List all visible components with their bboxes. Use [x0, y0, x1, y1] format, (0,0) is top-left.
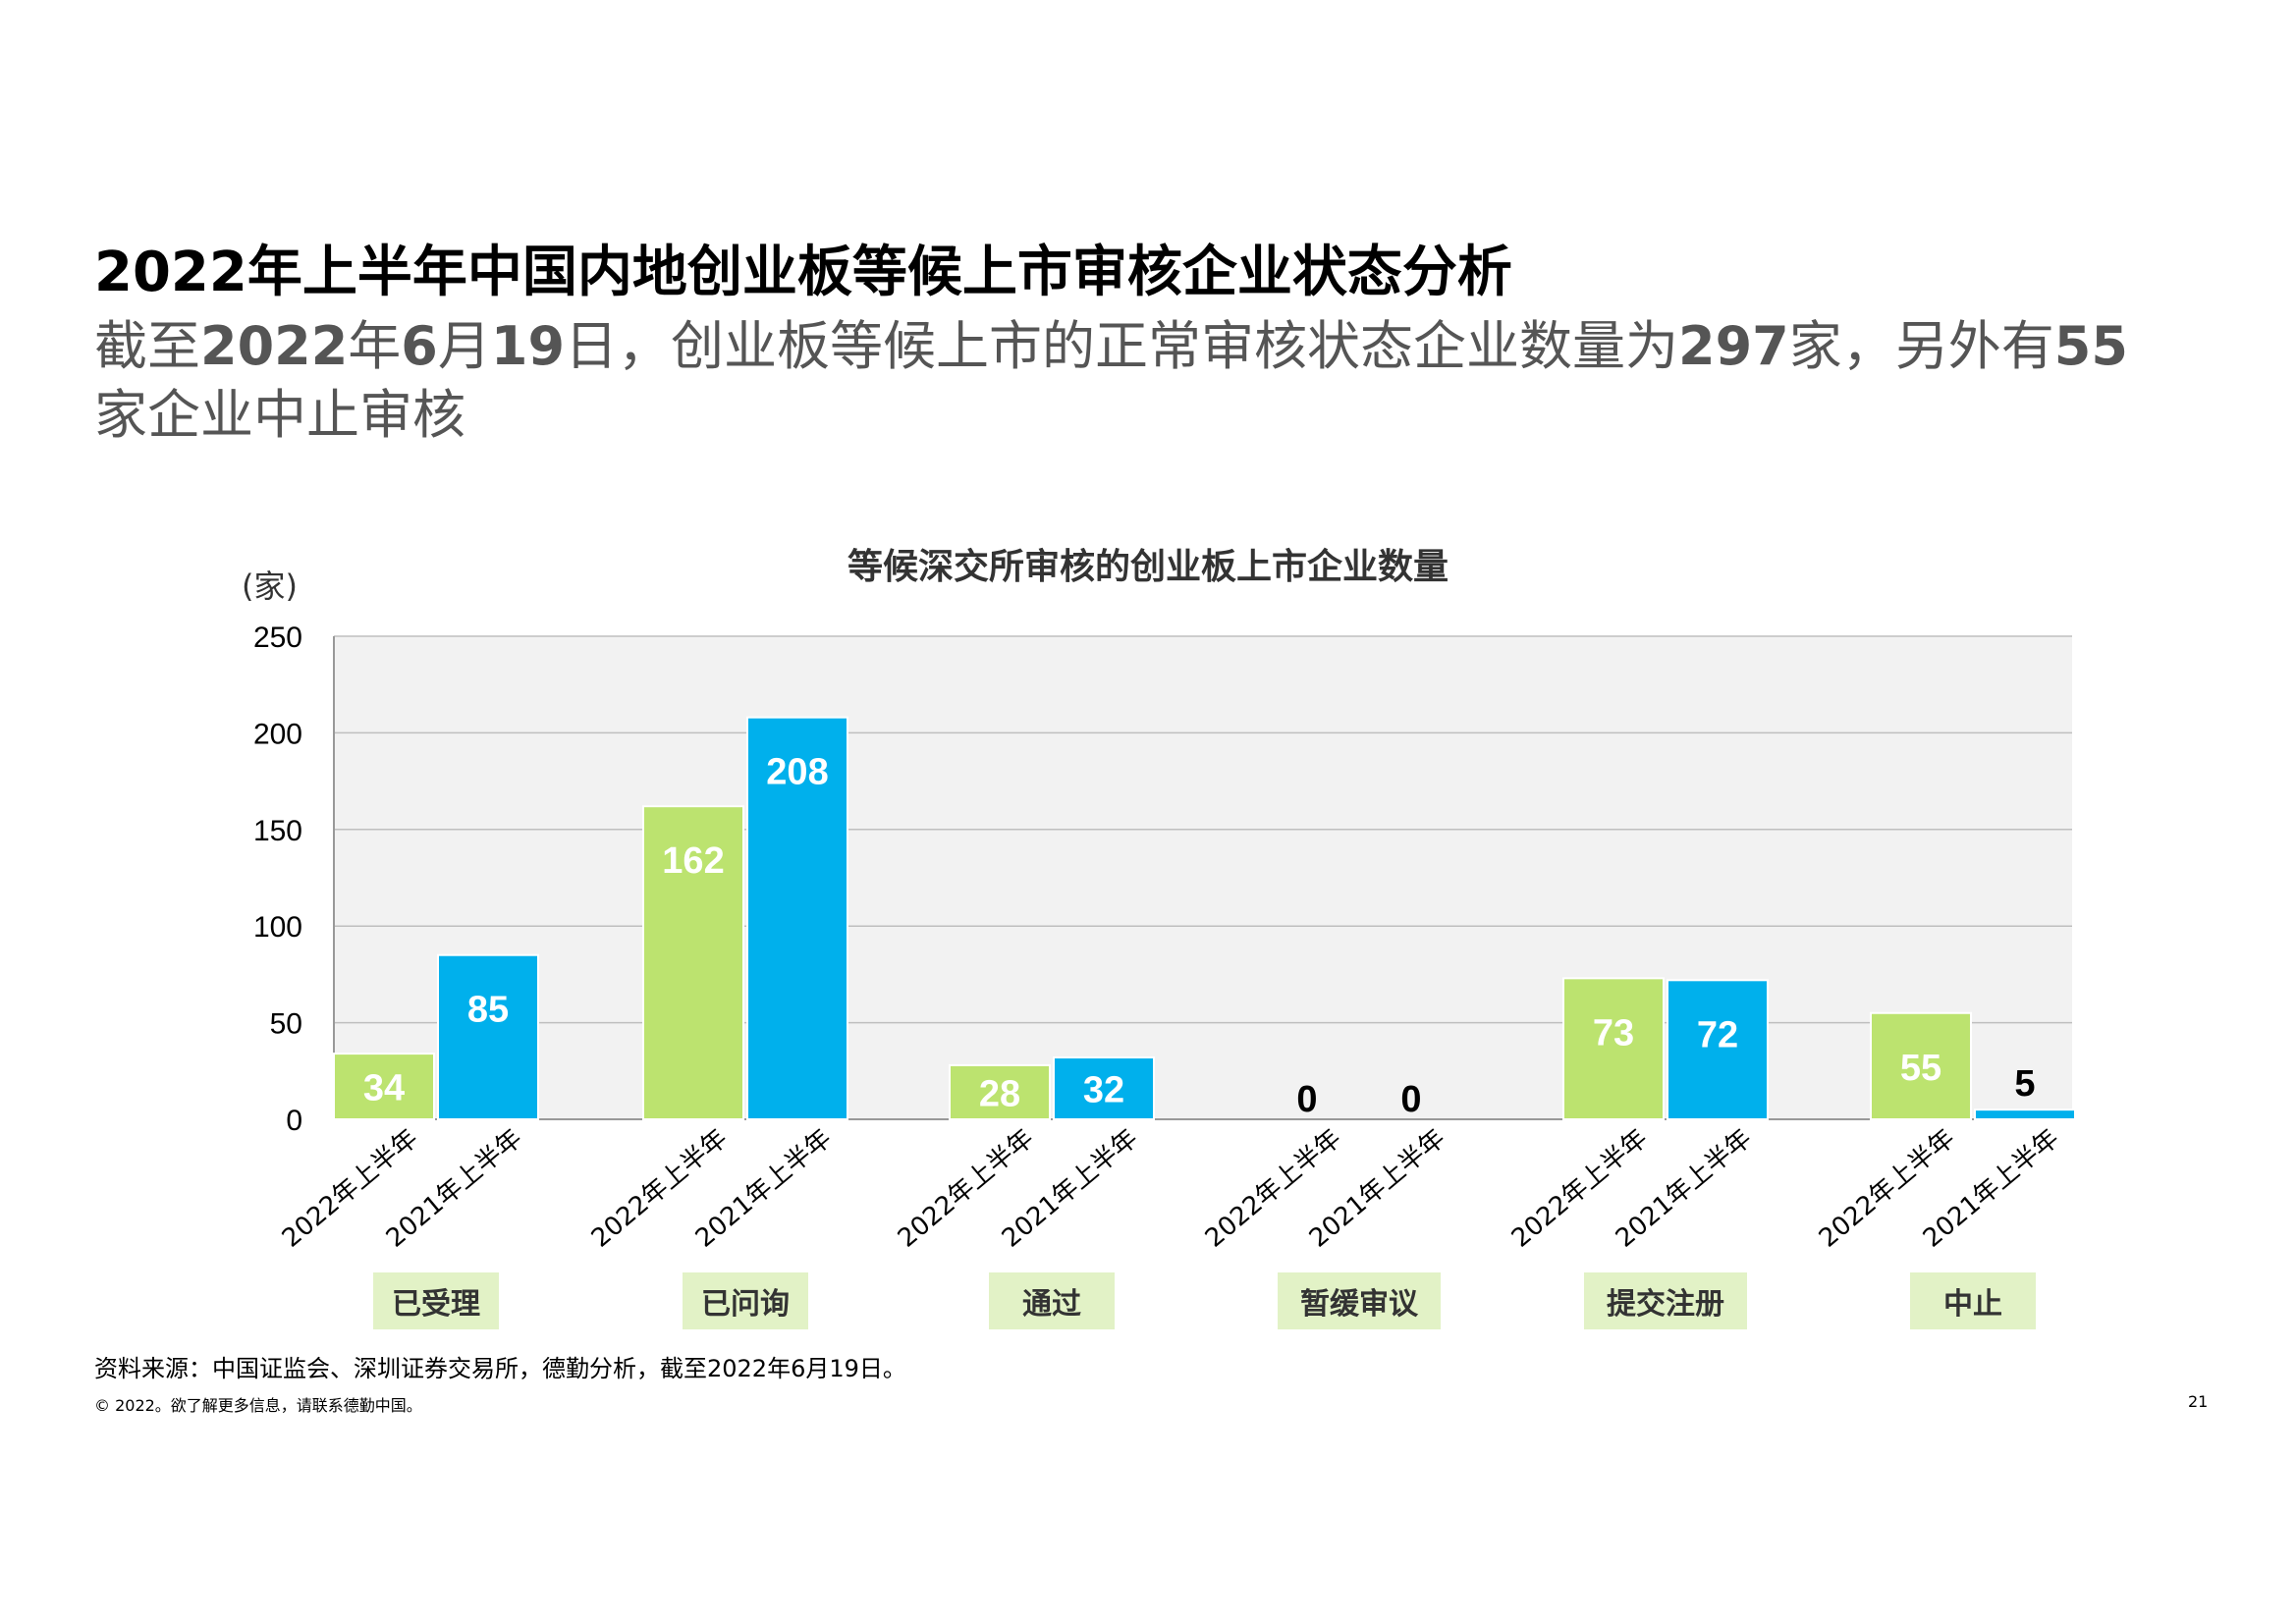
bar — [746, 716, 848, 1120]
page-title: 2022年上半年中国内地创业板等候上市审核企业状态分析 — [94, 241, 1512, 304]
y-axis-unit: (家) — [242, 568, 298, 605]
data-label: 72 — [1697, 1014, 1738, 1055]
bar — [1562, 977, 1665, 1120]
category-label: 通过 — [989, 1272, 1115, 1329]
plot-area — [334, 636, 2072, 1119]
data-label: 28 — [979, 1073, 1020, 1114]
data-label: 34 — [363, 1068, 405, 1109]
y-tick-label: 250 — [253, 622, 302, 654]
data-label: 55 — [1900, 1048, 1941, 1089]
bar — [333, 1053, 435, 1121]
bar — [1974, 1108, 2076, 1121]
page-number: 21 — [2188, 1392, 2209, 1411]
data-label: 0 — [1400, 1079, 1421, 1120]
source-note: 资料来源：中国证监会、深圳证券交易所，德勤分析，截至2022年6月19日。 — [94, 1355, 906, 1382]
category-label: 提交注册 — [1584, 1272, 1747, 1329]
category-label: 暂缓审议 — [1278, 1272, 1441, 1329]
bar — [949, 1063, 1051, 1120]
chart-title: 等候深交所审核的创业板上市企业数量 — [847, 547, 1449, 587]
y-tick-label: 0 — [286, 1105, 302, 1137]
bar — [642, 805, 744, 1121]
data-label: 0 — [1296, 1079, 1317, 1120]
y-tick-label: 150 — [253, 815, 302, 847]
data-label: 208 — [766, 752, 828, 793]
copyright: © 2022。欲了解更多信息，请联系德勤中国。 — [94, 1396, 422, 1415]
page-subtitle: 截至2022年6月19日，创业板等候上市的正常审核状态企业数量为297家，另外有… — [94, 315, 2128, 446]
y-tick-label: 50 — [270, 1008, 302, 1041]
data-label: 5 — [2014, 1063, 2035, 1105]
data-label: 85 — [467, 990, 509, 1031]
data-label: 73 — [1593, 1012, 1634, 1054]
bar — [1053, 1056, 1155, 1121]
bar-chart: 050100150200250342022年上半年852021年上半年16220… — [253, 622, 2076, 1254]
data-label: 32 — [1083, 1070, 1124, 1111]
category-label: 已问询 — [683, 1272, 808, 1329]
bar — [1870, 1011, 1972, 1121]
category-label: 中止 — [1910, 1272, 2036, 1329]
data-label: 162 — [662, 840, 724, 882]
y-tick-label: 200 — [253, 718, 302, 750]
bar — [1667, 979, 1769, 1121]
category-label: 已受理 — [373, 1272, 499, 1329]
y-tick-label: 100 — [253, 911, 302, 944]
bar — [437, 953, 539, 1120]
